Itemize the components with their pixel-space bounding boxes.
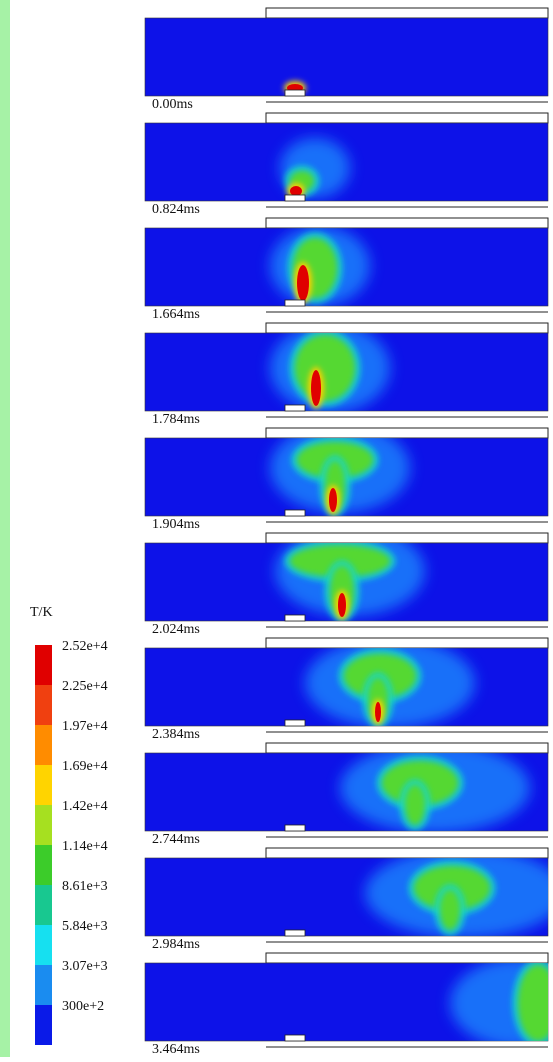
plume-core [440, 890, 460, 930]
plume-hottest [375, 702, 381, 722]
nozzle [285, 405, 305, 411]
frame: 1.904ms [145, 423, 548, 532]
time-label: 0.824ms [152, 202, 200, 217]
nozzle [285, 1035, 305, 1041]
time-label: 1.664ms [152, 307, 200, 322]
colorbar-label: 2.25e+4 [62, 679, 108, 694]
time-label: 2.024ms [152, 622, 200, 637]
colorbar-label: 300e+2 [62, 999, 104, 1014]
top-chamber [266, 113, 548, 123]
nozzle [285, 195, 305, 201]
colorbar-segment [35, 805, 52, 845]
colorbar-segment [35, 645, 52, 685]
frame: 2.744ms [145, 743, 548, 847]
colorbar-segment [35, 765, 52, 805]
time-label: 1.904ms [152, 517, 200, 532]
time-label: 2.744ms [152, 832, 200, 847]
frame: 3.464ms [145, 953, 553, 1057]
top-chamber [266, 323, 548, 333]
nozzle [285, 825, 305, 831]
colorbar-segment [35, 885, 52, 925]
plume-hottest [297, 265, 309, 301]
colorbar-segment [35, 845, 52, 885]
colorbar-label: 2.52e+4 [62, 639, 108, 654]
colorbar-label: 1.97e+4 [62, 719, 108, 734]
top-chamber [266, 743, 548, 753]
nozzle [285, 720, 305, 726]
frame: 1.664ms [145, 218, 548, 322]
top-chamber [266, 638, 548, 648]
plume [270, 323, 390, 413]
nozzle [285, 930, 305, 936]
colorbar-label: 3.07e+3 [62, 959, 108, 974]
colorbar-label: 8.61e+3 [62, 879, 108, 894]
colorbar-label: 1.42e+4 [62, 799, 108, 814]
colorbar-segment [35, 685, 52, 725]
colorbar-segment [35, 725, 52, 765]
frames: 0.00ms 0.824ms 1.664ms 1.784ms 1.904ms 2.024m… [145, 8, 553, 1057]
frame: 2.384ms [145, 638, 548, 742]
plume-core [405, 785, 425, 825]
plume-hottest [329, 488, 337, 512]
frame: 0.00ms [145, 8, 548, 112]
time-label: 1.784ms [152, 412, 200, 427]
time-label: 0.00ms [152, 97, 193, 112]
plume [305, 638, 475, 728]
nozzle [285, 90, 305, 96]
plume-hottest [311, 370, 321, 406]
time-label: 3.464ms [152, 1042, 200, 1057]
time-label: 2.984ms [152, 937, 200, 952]
side-strip [0, 0, 10, 1057]
plume-hottest [338, 593, 346, 617]
top-chamber [266, 953, 548, 963]
colorbar-label: 1.14e+4 [62, 839, 108, 854]
plume [340, 743, 530, 833]
colorbar-segment [35, 925, 52, 965]
top-chamber [266, 533, 548, 543]
top-chamber [266, 8, 548, 18]
top-chamber [266, 218, 548, 228]
frame: 1.784ms [145, 323, 548, 427]
colorbar-label: 5.84e+3 [62, 919, 108, 934]
frame: 2.984ms [145, 848, 553, 952]
domain [145, 18, 548, 96]
nozzle [285, 300, 305, 306]
plume-hottest [290, 186, 302, 196]
colorbar-title: T/K [30, 605, 53, 620]
colorbar-label: 1.69e+4 [62, 759, 108, 774]
colorbar-segment [35, 1005, 52, 1045]
figure: T/K 0.00ms 0.824ms 1.664ms 1.784ms 1.904ms 2.… [0, 0, 553, 1057]
time-label: 2.384ms [152, 727, 200, 742]
plume [270, 226, 370, 306]
plume-core [295, 335, 355, 401]
frame: 2.024ms [145, 526, 548, 637]
nozzle [285, 510, 305, 516]
page: T/K 0.00ms 0.824ms 1.664ms 1.784ms 1.904ms 2.… [0, 0, 553, 1057]
colorbar: 2.52e+4 2.25e+4 1.97e+4 1.69e+4 1.42e+4 1.14e… [35, 639, 108, 1045]
colorbar-segment [35, 965, 52, 1005]
nozzle [285, 615, 305, 621]
top-chamber [266, 428, 548, 438]
frame: 0.824ms [145, 113, 548, 217]
top-chamber [266, 848, 548, 858]
